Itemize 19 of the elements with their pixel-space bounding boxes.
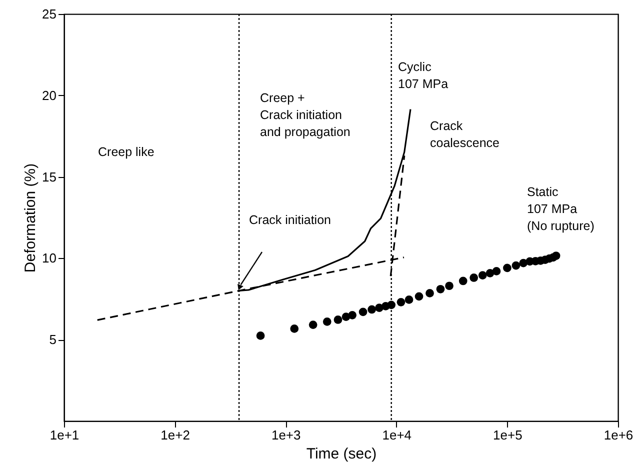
annotation: Static 107 MPa (No rupture) xyxy=(527,185,594,233)
x-tick-label: 1e+6 xyxy=(604,428,634,442)
x-tick-label: 1e+1 xyxy=(50,428,80,442)
y-tick-label: 20 xyxy=(42,88,56,103)
y-tick-label: 10 xyxy=(42,250,56,266)
annotation: Crack initiation xyxy=(249,213,332,227)
y-axis-title: Deformation (%) xyxy=(22,163,40,273)
annotation: Creep + Crack initiation and propagation xyxy=(260,91,350,139)
x-tick-label: 1e+3 xyxy=(271,428,301,442)
x-tick-label: 1e+4 xyxy=(382,428,412,442)
annotation: Crack coalescence xyxy=(430,119,500,150)
y-tick-label: 5 xyxy=(49,332,56,348)
x-axis-title: Time (sec) xyxy=(306,446,377,462)
x-tick-label: 1e+5 xyxy=(493,428,522,442)
y-tick-label: 15 xyxy=(42,169,56,184)
annotation: Cyclic 107 MPa xyxy=(398,60,448,91)
x-tick-label: 1e+2 xyxy=(160,428,190,442)
y-tick-label: 25 xyxy=(42,6,56,22)
annotation: Creep like xyxy=(98,145,154,159)
